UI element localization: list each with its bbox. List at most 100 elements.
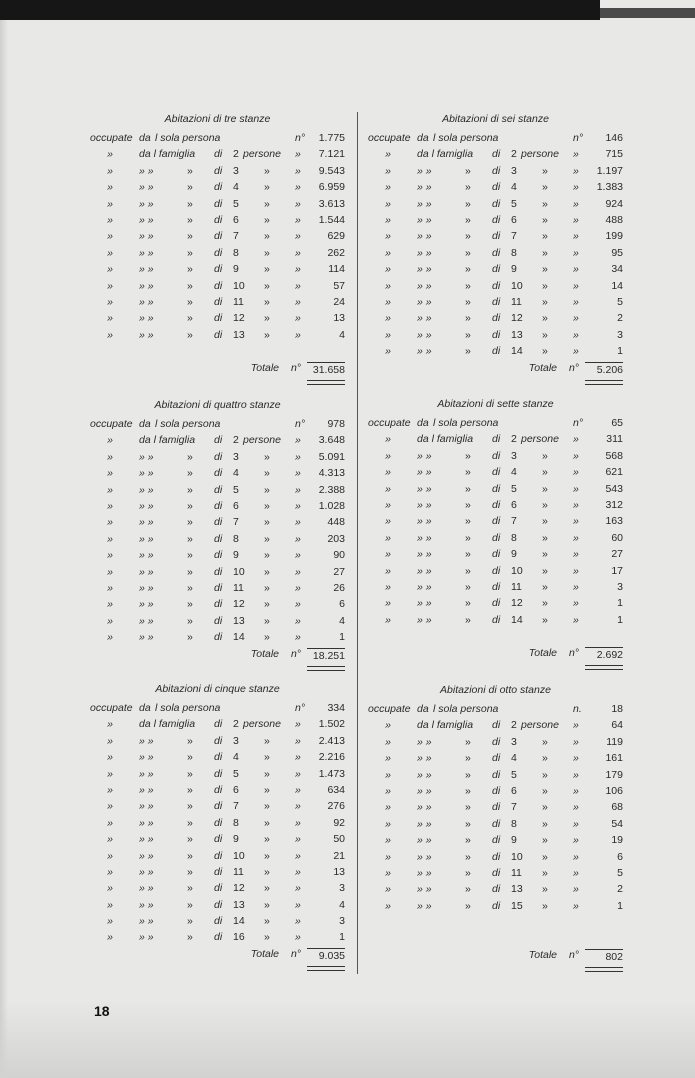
row-label: di (492, 312, 501, 325)
row-label: » (264, 783, 270, 796)
row-label: » » (417, 834, 432, 847)
row-label: » (573, 312, 579, 325)
row-label: » (465, 866, 471, 879)
row-label: » (542, 580, 548, 593)
row-label: di (492, 466, 501, 479)
row-label: » (385, 181, 391, 194)
row-label: » (542, 866, 548, 879)
row-value: 68 (611, 801, 623, 814)
table-row: » » » » di 3 » » 568 (368, 448, 623, 464)
row-label: » » (139, 213, 154, 226)
row-label: » (107, 148, 113, 161)
row-label: 8 (233, 532, 239, 545)
total-unit: n° (290, 362, 301, 374)
row-value: 3 (617, 580, 623, 593)
row-label: » (295, 467, 301, 480)
row-label: » » (417, 613, 432, 626)
row-label: » (187, 467, 193, 480)
table-row: » » » » di 7 » » 276 (90, 798, 345, 814)
row-value: 2 (617, 883, 623, 896)
row-label: di (492, 263, 501, 276)
row-label: da l famiglia (417, 148, 474, 161)
row-label: » (295, 882, 301, 895)
row-label: 11 (511, 866, 522, 879)
row-label: » (264, 181, 270, 194)
row-label: 10 (511, 850, 523, 863)
table-row: » » » » di 12 » » 6 (90, 596, 345, 612)
row-label: da (417, 417, 429, 429)
row-label: » (385, 801, 391, 814)
row-label: » (385, 597, 391, 610)
row-label: di (214, 230, 223, 243)
row-label: » (465, 752, 471, 765)
row-label: » » (417, 466, 432, 479)
table-title: Abitazioni di otto stanze (440, 684, 551, 696)
row-label: » (187, 783, 193, 796)
row-label: di (214, 450, 223, 463)
row-label: occupate (368, 703, 411, 715)
row-label: » (385, 279, 391, 292)
row-label: » (465, 466, 471, 479)
row-value: 1 (339, 631, 345, 644)
row-label: » (295, 800, 301, 813)
row-value: 13 (333, 865, 345, 878)
row-label: » » (139, 230, 154, 243)
row-label: » (385, 482, 391, 495)
table-row: » » » » di 12 » » 2 (368, 310, 623, 326)
row-label: » » (417, 482, 432, 495)
table-row: » » » » di 12 » » 3 (90, 880, 345, 896)
row-label: » » (417, 801, 432, 814)
row-label: di (214, 516, 223, 529)
row-value: 3.613 (318, 197, 345, 210)
row-label: » (465, 834, 471, 847)
row-label: » (107, 328, 113, 341)
row-label: occupate (90, 418, 133, 430)
total-label: Totale (250, 648, 279, 660)
row-label: 12 (511, 312, 523, 325)
row-label: 3 (511, 735, 517, 748)
row-value: 6 (339, 598, 345, 611)
row-label: persone (521, 148, 559, 161)
row-value: 17 (611, 564, 623, 577)
row-label: » (295, 483, 301, 496)
page-number: 18 (94, 1003, 110, 1019)
table-row: » » » » di 13 » » 3 (368, 327, 623, 343)
row-label: 3 (233, 734, 239, 747)
row-label: » (187, 532, 193, 545)
row-label: di (214, 246, 223, 259)
row-label: » » (417, 449, 432, 462)
row-label: » » (139, 598, 154, 611)
row-label: » (573, 328, 579, 341)
table-row: » » » » di 5 » » 179 (368, 767, 623, 783)
row-label: 6 (233, 783, 239, 796)
table-rows: occupate da l sola persona n° 65» da l famigl… (368, 415, 623, 628)
row-label: » (573, 197, 579, 210)
row-label: persone (243, 434, 281, 447)
row-label: » (573, 866, 579, 879)
table-row: » » » » di 10 » » 21 (90, 848, 345, 864)
row-label: » » (139, 312, 154, 325)
row-label: » » (139, 783, 154, 796)
row-label: » (295, 833, 301, 846)
row-label: 9 (233, 549, 239, 562)
row-label: » » (417, 531, 432, 544)
table-row: occupate da l sola persona n. 18 (368, 701, 623, 717)
row-label: di (214, 767, 223, 780)
row-label: 11 (233, 581, 244, 594)
table-row: » » » » di 9 » » 114 (90, 261, 345, 277)
row-label: di (492, 345, 501, 358)
table-row: » » » » di 8 » » 54 (368, 816, 623, 832)
row-label: » (385, 246, 391, 259)
table-total: Totale n° 9.035 (90, 948, 345, 971)
row-label: 3 (233, 450, 239, 463)
row-label: 6 (511, 498, 517, 511)
row-label: » (187, 516, 193, 529)
row-label: » (295, 450, 301, 463)
row-label: » (385, 548, 391, 561)
row-label: di (214, 751, 223, 764)
row-label: » (465, 883, 471, 896)
table-row: » » » » di 8 » » 262 (90, 245, 345, 261)
row-label: » » (139, 767, 154, 780)
row-label: di (214, 532, 223, 545)
row-label: » (295, 181, 301, 194)
